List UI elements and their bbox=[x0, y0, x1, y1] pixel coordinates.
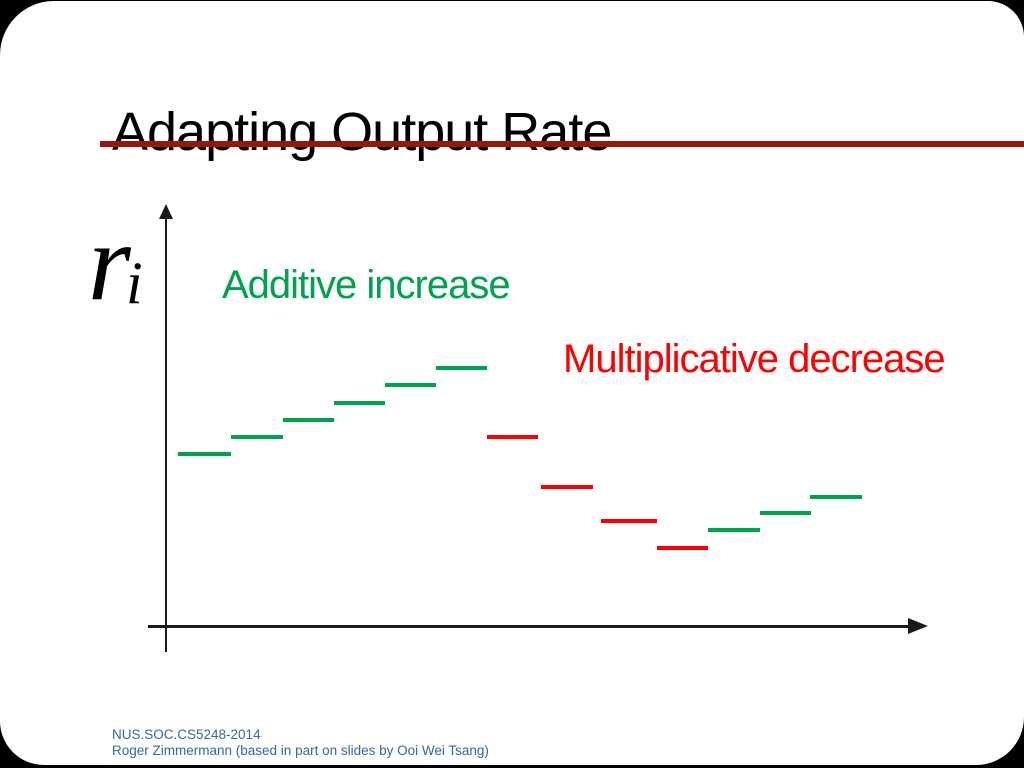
y-axis bbox=[165, 219, 167, 652]
y-axis-label-main: r bbox=[88, 201, 131, 323]
rate-step-green bbox=[178, 452, 231, 456]
rate-step-green bbox=[231, 435, 283, 439]
y-axis-label: r i bbox=[88, 207, 143, 317]
rate-step-green bbox=[708, 528, 760, 532]
rate-step-red bbox=[541, 485, 593, 489]
rate-step-red bbox=[487, 435, 538, 439]
rate-step-red bbox=[657, 546, 708, 550]
footer-author-credit: Roger Zimmermann (based in part on slide… bbox=[112, 743, 489, 758]
footer-course-code: NUS.SOC.CS5248-2014 bbox=[112, 727, 261, 742]
rate-step-red bbox=[601, 519, 657, 523]
annotation-multiplicative-decrease: Multiplicative decrease bbox=[563, 337, 946, 381]
x-axis bbox=[148, 625, 908, 628]
rate-step-green bbox=[436, 366, 487, 370]
x-axis-arrow-icon bbox=[908, 618, 928, 634]
slide-footer: NUS.SOC.CS5248-2014 Roger Zimmermann (ba… bbox=[112, 727, 489, 759]
rate-step-green bbox=[760, 511, 811, 515]
y-axis-arrow-icon bbox=[159, 204, 173, 219]
slide-title: Adapting Output Rate bbox=[112, 102, 612, 163]
rate-step-green bbox=[810, 495, 862, 499]
rate-step-green bbox=[283, 418, 334, 422]
y-axis-label-subscript: i bbox=[126, 250, 143, 316]
annotation-additive-increase: Additive increase bbox=[222, 263, 511, 307]
rate-step-green bbox=[334, 401, 385, 405]
title-underline-rule bbox=[100, 141, 1024, 147]
rate-step-green bbox=[385, 383, 436, 387]
